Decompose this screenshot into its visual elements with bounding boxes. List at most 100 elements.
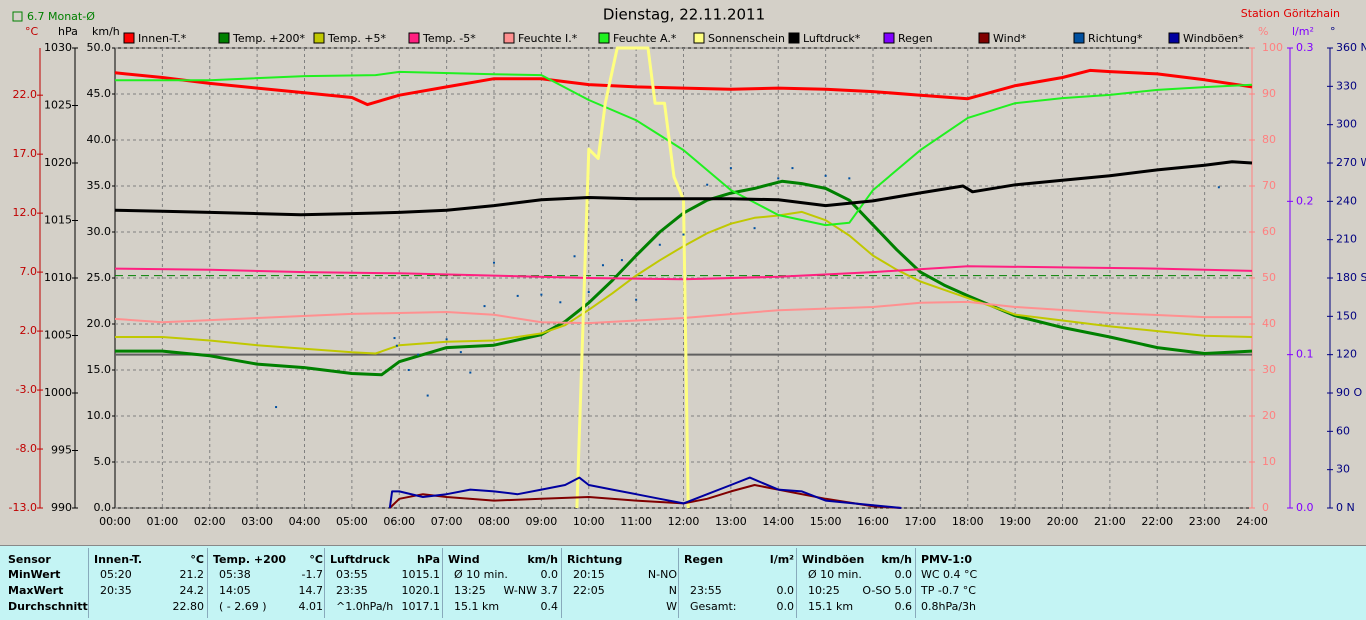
- legend-label: Feuchte A.*: [613, 32, 677, 45]
- direction-dot: [620, 259, 623, 262]
- column-unit: km/h: [527, 553, 558, 566]
- y-tick-label: 40: [1262, 317, 1276, 330]
- direction-dot: [393, 337, 396, 340]
- table-cell: 20:35: [100, 584, 132, 597]
- column-separator: [88, 548, 89, 618]
- table-cell: 4.01: [298, 600, 324, 613]
- direction-dot: [426, 394, 429, 397]
- table-cell: N-NO: [647, 568, 677, 581]
- y-tick-label: 45.0: [87, 87, 112, 100]
- y-tick-label: 7.0: [20, 265, 38, 278]
- direction-dot: [848, 177, 851, 180]
- legend-swatch: [503, 32, 515, 44]
- direction-dot: [395, 344, 398, 347]
- x-tick-label: 23:00: [1189, 515, 1221, 528]
- direction-dot: [791, 167, 794, 170]
- table-cell: Ø 10 min.: [454, 568, 508, 581]
- row-label: MaxWert: [8, 584, 64, 597]
- legend-label: Temp. +5*: [327, 32, 387, 45]
- table-cell: 20:15: [573, 568, 605, 581]
- series-line: [575, 46, 690, 509]
- x-tick-label: 07:00: [431, 515, 463, 528]
- y-tick-label: 10.0: [87, 409, 112, 422]
- table-cell: 0.0: [776, 600, 795, 613]
- x-tick-label: 16:00: [857, 515, 889, 528]
- y-tick-label: 150: [1336, 309, 1357, 322]
- row-label: Durchschnitt: [8, 600, 88, 613]
- avg-icon: [12, 11, 23, 22]
- table-cell: Ø 10 min.: [808, 568, 862, 581]
- table-cell: 22.80: [172, 600, 205, 613]
- axis-unit: km/h: [92, 25, 120, 38]
- x-tick-label: 04:00: [289, 515, 321, 528]
- y-tick-label: 300: [1336, 118, 1357, 131]
- x-tick-label: 01:00: [147, 515, 179, 528]
- y-tick-label: 60: [1336, 424, 1350, 437]
- direction-dot: [573, 255, 576, 258]
- column-separator: [442, 548, 443, 618]
- table-cell: W: [666, 600, 677, 613]
- x-tick-label: 24:00: [1236, 515, 1268, 528]
- x-tick-label: 09:00: [526, 515, 558, 528]
- axis-unit: %: [1258, 25, 1268, 38]
- x-tick-label: 15:00: [810, 515, 842, 528]
- legend-swatch: [313, 32, 325, 44]
- summary-table: Sensor MinWert MaxWert Durchschnitt Innen-T.…: [0, 545, 1366, 620]
- y-tick-label: -8.0: [16, 442, 37, 455]
- y-tick-label: 1030: [44, 41, 72, 54]
- table-cell: 05:38: [219, 568, 251, 581]
- direction-dot: [275, 406, 278, 409]
- table-cell: 14:05: [219, 584, 251, 597]
- y-tick-label: 100: [1262, 41, 1283, 54]
- table-cell: 05:20: [100, 568, 132, 581]
- y-tick-label: 12.0: [13, 206, 38, 219]
- legend-label: Regen: [898, 32, 933, 45]
- y-tick-label: 1025: [44, 99, 72, 112]
- y-tick-label: 1005: [44, 329, 72, 342]
- axis-unit: l/m²: [1292, 25, 1314, 38]
- table-cell: ( - 2.69 ): [219, 600, 267, 613]
- axis-unit: °C: [25, 25, 39, 38]
- legend-label: Sonnenschein: [708, 32, 785, 45]
- y-tick-label: 30: [1336, 463, 1350, 476]
- table-cell: 0.0: [894, 568, 913, 581]
- y-tick-label: 10: [1262, 455, 1276, 468]
- direction-dot: [601, 264, 604, 267]
- y-tick-label: 180 S: [1336, 271, 1366, 284]
- table-cell: ^1.0hPa/h: [336, 600, 394, 613]
- direction-dot: [469, 371, 472, 374]
- legend-swatch: [883, 32, 895, 44]
- y-tick-label: 120: [1336, 348, 1357, 361]
- direction-dot: [493, 261, 495, 264]
- y-tick-label: 0: [1262, 501, 1269, 514]
- legend-swatch: [598, 32, 610, 44]
- direction-dot: [777, 177, 780, 180]
- table-cell: 21.2: [179, 568, 205, 581]
- x-tick-label: 10:00: [573, 515, 605, 528]
- legend-swatch: [788, 32, 800, 44]
- column-separator: [678, 548, 679, 618]
- direction-dot: [706, 183, 709, 186]
- station: Station Göritzhain: [1241, 7, 1340, 20]
- table-cell: 1020.1: [401, 584, 441, 597]
- legend-label: Temp. -5*: [422, 32, 476, 45]
- x-tick-label: 03:00: [241, 515, 273, 528]
- y-tick-label: 90 O: [1336, 386, 1362, 399]
- direction-dot: [559, 301, 562, 304]
- series-line: [114, 68, 1253, 107]
- monthly-average: 6.7 Monat-Ø: [27, 10, 95, 23]
- column-unit: l/m²: [769, 553, 794, 566]
- direction-dot: [729, 167, 732, 170]
- table-cell: 0.0: [540, 568, 559, 581]
- y-tick-label: 17.0: [13, 147, 38, 160]
- legend-label: Temp. +200*: [232, 32, 306, 45]
- direction-dot: [407, 369, 410, 371]
- legend-label: Windböen*: [1183, 32, 1244, 45]
- table-cell: WC 0.4 °C: [921, 568, 978, 581]
- y-tick-label: 1015: [44, 214, 72, 227]
- y-tick-label: 80: [1262, 133, 1276, 146]
- table-cell: N: [668, 584, 677, 597]
- column-header: Regen: [684, 553, 724, 566]
- x-tick-label: 20:00: [1047, 515, 1079, 528]
